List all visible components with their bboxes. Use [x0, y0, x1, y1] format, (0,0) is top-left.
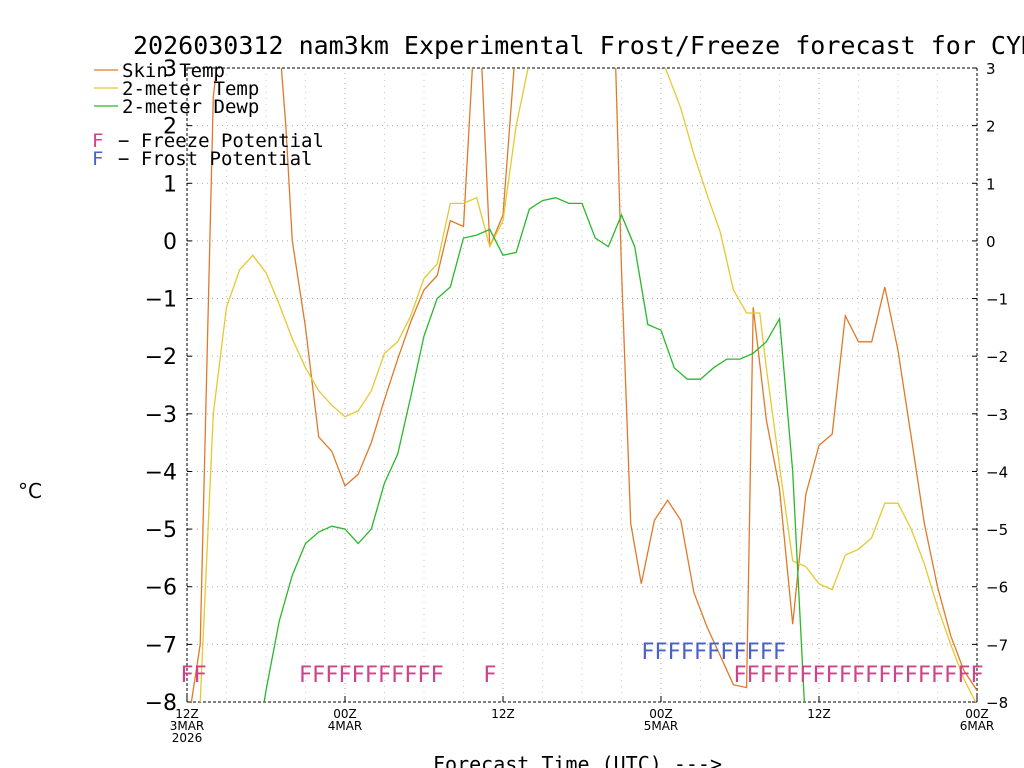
- y-tick-label-right: −8: [986, 694, 1008, 712]
- y-tick-label: 2: [163, 115, 177, 140]
- y-tick-label: 3: [163, 57, 177, 82]
- freeze-potential-marker: F: [180, 663, 193, 688]
- freeze-potential-marker: F: [944, 663, 957, 688]
- frost-potential-marker: F: [747, 640, 760, 665]
- freeze-potential-marker: F: [957, 663, 970, 688]
- y-tick-label: −6: [145, 576, 177, 601]
- freeze-potential-marker: F: [417, 663, 430, 688]
- freeze-potential-marker: F: [194, 663, 207, 688]
- freeze-potential-marker: F: [431, 663, 444, 688]
- legend-marker-glyph: F: [92, 130, 103, 152]
- legend-label: 2-meter Dewp: [122, 96, 259, 118]
- frost-potential-marker: F: [641, 640, 654, 665]
- series-lines: [190, 68, 977, 702]
- y-tick-label-right: −7: [986, 636, 1008, 654]
- y-axis-label: °C: [18, 479, 42, 503]
- freeze-potential-marker: F: [338, 663, 351, 688]
- frost-potential-marker: F: [668, 640, 681, 665]
- frost-potential-marker: F: [654, 640, 667, 665]
- frost-potential-marker: F: [681, 640, 694, 665]
- x-tick-label: 2026: [172, 731, 203, 745]
- frost-potential-marker: F: [773, 640, 786, 665]
- y-tick-label-right: 2: [986, 118, 996, 136]
- frost-potential-marker: F: [720, 640, 733, 665]
- x-tick-label: 00Z: [965, 707, 989, 721]
- freeze-potential-marker: F: [378, 663, 391, 688]
- grid-lines: [187, 68, 977, 702]
- freeze-potential-marker: F: [483, 663, 496, 688]
- series-line-2-meter-temp: [199, 68, 977, 702]
- y-tick-label: −4: [145, 460, 177, 485]
- freeze-potential-marker: F: [786, 663, 799, 688]
- freeze-potential-marker: F: [365, 663, 378, 688]
- y-tick-label: −1: [145, 288, 177, 313]
- x-tick-label: 12Z: [807, 707, 831, 721]
- freeze-potential-marker: F: [299, 663, 312, 688]
- frost-potential-marker: F: [733, 640, 746, 665]
- freeze-potential-marker: F: [799, 663, 812, 688]
- x-tick-label: 4MAR: [328, 719, 363, 733]
- axis-ticks: −8 −8 −7 −7 −6 −6 −5 −5 −4 −4 −3 −3 −2 −2 −1 −1 0 0 1 1 2 2 3 3…: [145, 57, 1009, 745]
- freeze-potential-marker: F: [404, 663, 417, 688]
- potential-markers: F F F F F F F F F F F F F F F F F F F F F F F F F F F F F F F F FF F F F F F F…: [180, 640, 983, 688]
- freeze-potential-marker: F: [391, 663, 404, 688]
- series-line-2-meter-dewp: [263, 197, 805, 702]
- freeze-potential-marker: F: [312, 663, 325, 688]
- y-tick-label: −3: [145, 403, 177, 428]
- y-tick-label-right: −2: [986, 348, 1008, 366]
- y-tick-label-right: 1: [986, 175, 996, 193]
- legend-marker-glyph: F: [92, 148, 103, 170]
- freeze-potential-marker: F: [773, 663, 786, 688]
- legend-label: Skin Temp: [122, 60, 225, 82]
- x-tick-label: 00Z: [333, 707, 357, 721]
- y-tick-label: 0: [163, 230, 177, 255]
- chart-title: 2026030312 nam3km Experimental Frost/Fre…: [133, 31, 1024, 60]
- y-tick-label-right: 3: [986, 60, 996, 78]
- legend-label: − Frost Potential: [118, 148, 312, 170]
- y-tick-label: −8: [145, 691, 177, 716]
- y-tick-label-right: 0: [986, 233, 996, 251]
- freeze-potential-marker: F: [826, 663, 839, 688]
- freeze-potential-marker: F: [733, 663, 746, 688]
- x-tick-label: 00Z: [649, 707, 673, 721]
- frost-potential-marker: F: [694, 640, 707, 665]
- y-tick-label-right: −3: [986, 406, 1008, 424]
- freeze-potential-marker: F: [931, 663, 944, 688]
- x-tick-label: 6MAR: [960, 719, 995, 733]
- freeze-potential-marker: F: [918, 663, 931, 688]
- y-tick-label-right: −6: [986, 579, 1008, 597]
- x-axis-label: Forecast Time (UTC) --->: [433, 752, 722, 768]
- legend-label: − Freeze Potential: [118, 130, 324, 152]
- freeze-potential-marker: F: [852, 663, 865, 688]
- y-tick-label: −7: [145, 633, 177, 658]
- frost-potential-marker: F: [707, 640, 720, 665]
- freeze-potential-marker: F: [325, 663, 338, 688]
- freeze-potential-marker: F: [352, 663, 365, 688]
- freeze-potential-marker: F: [878, 663, 891, 688]
- x-tick-label: 5MAR: [644, 719, 679, 733]
- series-line-skin-temp: [190, 68, 977, 702]
- plot-frame: [186, 67, 978, 703]
- freeze-potential-marker: F: [747, 663, 760, 688]
- y-tick-label-right: −1: [986, 291, 1008, 309]
- freeze-potential-marker: F: [905, 663, 918, 688]
- y-tick-label: −5: [145, 518, 177, 543]
- x-tick-label: 12Z: [491, 707, 515, 721]
- freeze-potential-marker: F: [865, 663, 878, 688]
- y-tick-label-right: −5: [986, 521, 1008, 539]
- y-tick-label-right: −4: [986, 463, 1008, 481]
- freeze-potential-marker: F: [839, 663, 852, 688]
- y-tick-label: −2: [145, 345, 177, 370]
- x-tick-label: 12Z: [175, 707, 199, 721]
- legend-label: 2-meter Temp: [122, 78, 259, 100]
- frost-potential-marker: F: [760, 640, 773, 665]
- freeze-potential-marker: F: [812, 663, 825, 688]
- freeze-potential-marker: F: [760, 663, 773, 688]
- y-tick-label: 1: [163, 172, 177, 197]
- freeze-potential-marker: F: [970, 663, 983, 688]
- freeze-potential-marker: F: [891, 663, 904, 688]
- x-tick-label: 3MAR: [170, 719, 205, 733]
